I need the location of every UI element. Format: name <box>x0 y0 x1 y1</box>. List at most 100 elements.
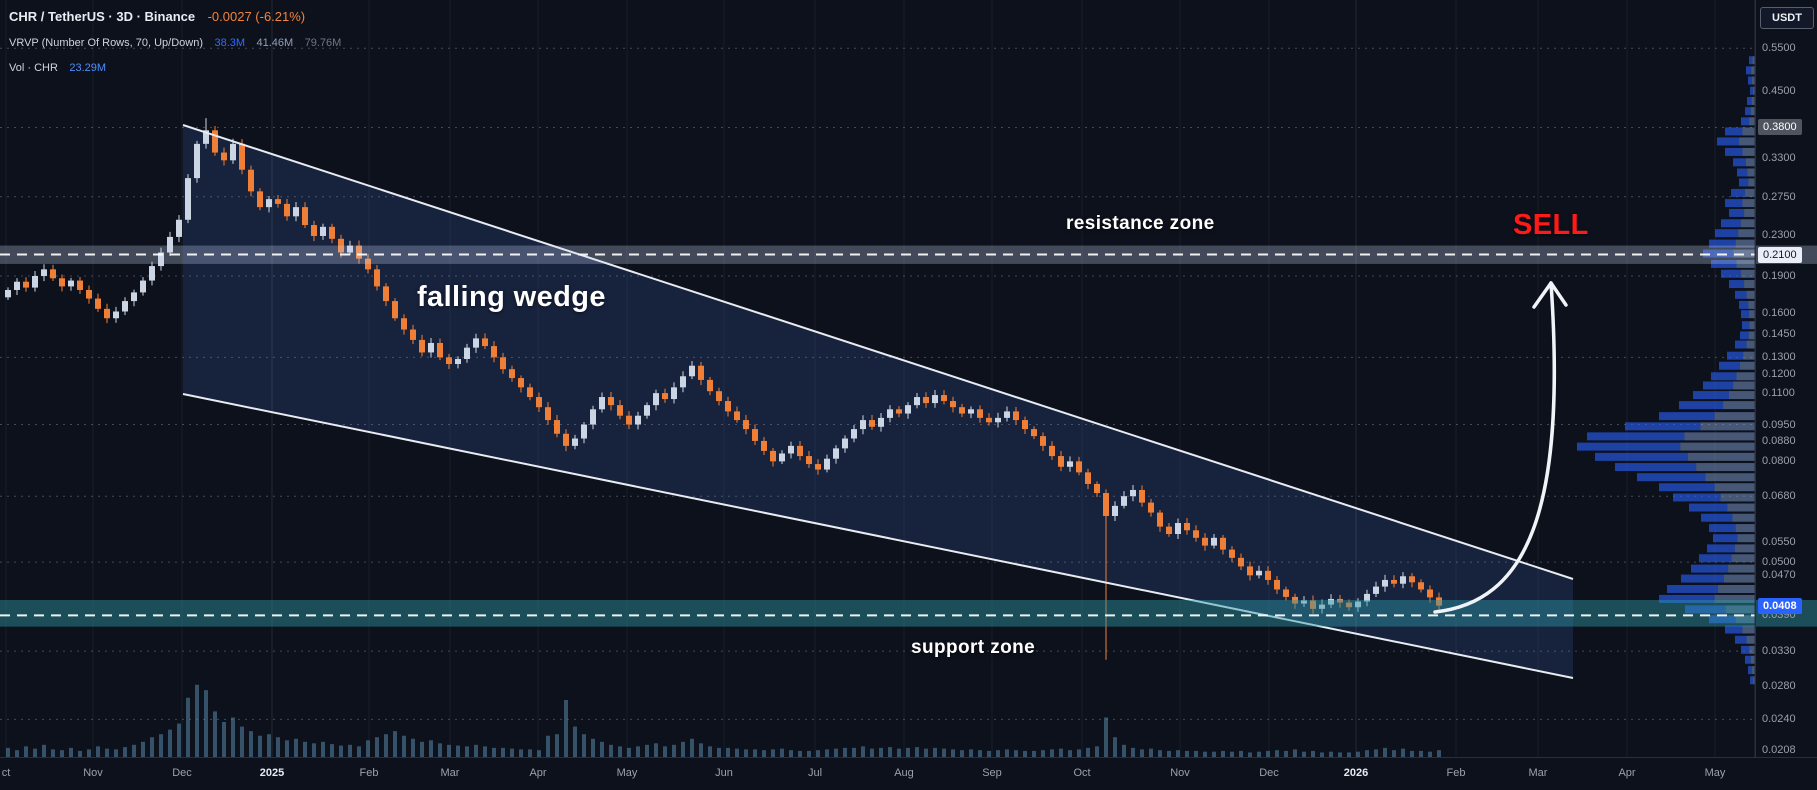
volume-bar <box>348 744 352 757</box>
candle-body <box>41 269 47 276</box>
resistance-zone-label[interactable]: resistance zone <box>1066 213 1215 234</box>
volume-profile-bar <box>1637 473 1706 482</box>
candle-body <box>1355 601 1361 608</box>
volume-bar <box>411 738 415 757</box>
symbol-row[interactable]: CHR / TetherUS · 3D · Binance -0.0027 (-… <box>9 5 341 28</box>
wedge-lower-trendline[interactable] <box>182 393 1574 679</box>
volume-bar <box>600 741 604 757</box>
candle-body <box>779 453 785 462</box>
volume-bar <box>456 745 460 757</box>
vrvp-label[interactable]: VRVP (Number Of Rows, 70, Up/Down) <box>9 37 203 50</box>
price-axis[interactable]: 0.5500 0.4500 0.3800 0.3300 0.2750 0.2300 0.21… <box>1755 0 1817 757</box>
volume-bar <box>222 722 226 757</box>
candle-body <box>437 342 443 358</box>
volume-bar <box>15 750 19 757</box>
time-label: Nov <box>83 767 103 779</box>
volume-bar <box>1356 751 1360 757</box>
volume-profile-bar-up <box>1743 351 1755 360</box>
volume-profile-bar <box>1699 554 1732 563</box>
volume-profile-bar <box>1747 96 1752 105</box>
volume-profile-bar-up <box>1750 655 1755 664</box>
time-label: Oct <box>1073 767 1091 779</box>
volume-bar <box>843 747 847 757</box>
volume-bar <box>555 734 559 757</box>
volume-profile-bar-up <box>1723 401 1755 410</box>
candle-body <box>1148 502 1154 513</box>
candle-body <box>5 289 11 298</box>
wedge-upper-trendline[interactable] <box>182 124 1574 580</box>
sell-label[interactable]: SELL <box>1513 209 1589 241</box>
candle-body <box>536 397 542 408</box>
falling-wedge-label[interactable]: falling wedge <box>417 281 606 313</box>
volume-bar <box>294 738 298 757</box>
candle-body <box>14 281 20 290</box>
volume-profile-bar <box>1737 168 1748 177</box>
volume-bar <box>1032 750 1036 757</box>
time-axis[interactable]: ct Nov Dec 2025 Feb Mar Apr May Jun Jul Aug Sep Oct N… <box>0 757 1817 790</box>
volume-bar <box>1131 747 1135 757</box>
volume-profile-bar <box>1717 137 1740 146</box>
volume-bar <box>474 744 478 757</box>
volume-bar <box>1167 750 1171 757</box>
candle-body <box>842 438 848 449</box>
price-label: 0.0500 <box>1762 556 1796 569</box>
support-zone-band[interactable] <box>0 599 1817 627</box>
volume-bar <box>87 749 91 757</box>
volume-bar <box>996 750 1000 757</box>
candle-body <box>617 405 623 416</box>
volume-bar <box>501 747 505 757</box>
volume-label[interactable]: Vol · CHR <box>9 62 58 75</box>
time-label: Feb <box>359 767 379 779</box>
time-label: Nov <box>1170 767 1190 779</box>
candle-body <box>1076 461 1082 473</box>
volume-legend[interactable]: Vol · CHR 23.29M <box>9 55 341 78</box>
vrvp-legend[interactable]: VRVP (Number Of Rows, 70, Up/Down) 38.3M… <box>9 30 341 53</box>
volume-bar <box>537 750 541 757</box>
volume-profile-bar-up <box>1742 127 1755 136</box>
candle-body <box>257 191 263 208</box>
volume-bar <box>924 748 928 757</box>
projection-arrow[interactable] <box>1433 281 1557 614</box>
volume-profile-bar <box>1746 66 1752 75</box>
volume-profile-bar-up <box>1752 666 1755 675</box>
volume-profile-bar-up <box>1735 239 1755 248</box>
candle-body <box>599 397 605 410</box>
volume-bar <box>627 747 631 757</box>
candle-body <box>725 401 731 412</box>
candle-body <box>392 301 398 319</box>
volume-profile-bar-up <box>1696 463 1755 472</box>
volume-profile-bar <box>1587 432 1685 441</box>
volume-profile-bar <box>1709 239 1736 248</box>
chart-canvas[interactable] <box>0 0 1817 757</box>
volume-bar <box>330 744 334 757</box>
candle-body <box>338 238 344 253</box>
volume-bar <box>645 744 649 757</box>
volume-bar <box>1257 751 1261 757</box>
candle-body <box>329 226 335 239</box>
candle-body <box>635 415 641 425</box>
candle-body <box>653 393 659 406</box>
candle-body <box>968 409 974 414</box>
volume-bar <box>1212 751 1216 757</box>
price-change: -0.0027 (-6.21%) <box>207 9 306 24</box>
candle-body <box>608 397 614 406</box>
candle-body <box>941 395 947 402</box>
volume-profile-bar <box>1701 513 1733 522</box>
candle-body <box>104 308 110 319</box>
candle-body <box>1256 570 1262 576</box>
volume-bar <box>312 743 316 757</box>
volume-bar <box>717 747 721 757</box>
time-label: Jun <box>715 767 733 779</box>
time-label: Feb <box>1446 767 1466 779</box>
volume-profile-bar <box>1691 564 1729 573</box>
usdt-currency-button[interactable]: USDT <box>1760 7 1814 29</box>
volume-profile-bar-up <box>1739 137 1755 146</box>
time-label: Sep <box>982 767 1002 779</box>
volume-bar <box>1374 749 1378 757</box>
volume-profile-bar-up <box>1733 249 1755 258</box>
candle-body <box>698 365 704 380</box>
projection-arrow-head[interactable] <box>1532 281 1568 309</box>
symbol-title[interactable]: CHR / TetherUS · 3D · Binance <box>9 9 196 24</box>
volume-profile-bar <box>1739 300 1749 309</box>
support-zone-label[interactable]: support zone <box>911 637 1036 658</box>
